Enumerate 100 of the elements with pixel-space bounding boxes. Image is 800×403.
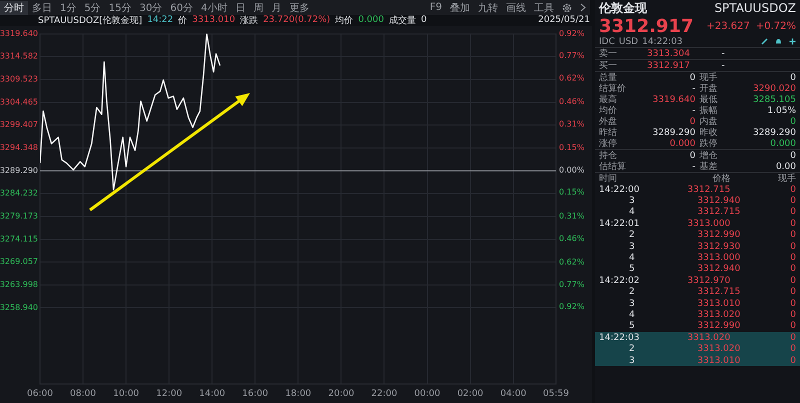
text: 3312.917 <box>599 16 695 36</box>
text: 买一 <box>599 60 617 72</box>
text: 0 <box>688 116 696 126</box>
y2-tick-label: 0.00% <box>559 165 585 174</box>
text: 0 <box>420 15 427 25</box>
text: 0 <box>789 196 796 206</box>
text: 3313.010 <box>696 298 740 309</box>
text: 3313.010 <box>696 356 740 366</box>
text: 0 <box>688 150 696 160</box>
text: 0 <box>789 230 796 240</box>
text: 3313.304 <box>646 48 691 58</box>
y2-tick-label: 0.15% <box>559 143 585 152</box>
text: 0 <box>789 310 796 320</box>
text: 3312.715 <box>686 184 730 195</box>
y-tick-label: 3263.998 <box>0 280 38 289</box>
text: 14:22:00 <box>599 184 640 195</box>
text: 0 <box>789 287 796 298</box>
text: 2025/05/21 <box>538 15 590 25</box>
text: 总量 <box>599 72 618 84</box>
text: 外盘 <box>599 116 618 128</box>
text: 3313.020 <box>696 310 740 320</box>
text: 0 <box>789 207 796 218</box>
y-tick-label: 3274.115 <box>0 234 38 244</box>
text: 3312.917 <box>646 60 691 70</box>
text: 5 <box>628 321 636 332</box>
text: 0 <box>789 116 796 126</box>
chart-title: SPTAUUSDOZ[伦敦金现] <box>38 14 142 26</box>
y-tick-label: 3304.465 <box>0 97 38 106</box>
y2-tick-label: 0.92% <box>559 28 585 38</box>
y2-tick-label: 0.92% <box>559 302 585 312</box>
text: 成交量 <box>388 14 416 26</box>
y-tick-label: 3284.232 <box>0 188 38 198</box>
text: 3 <box>628 356 636 366</box>
text: 0.00 <box>774 162 796 172</box>
text: 现手 <box>777 172 796 185</box>
text: 14:22:01 <box>599 218 640 229</box>
y2-tick-label: 0.77% <box>559 51 585 60</box>
text: - <box>722 48 726 58</box>
text: 叠加 <box>449 2 471 14</box>
text: 多日 <box>31 2 53 14</box>
text: 价 <box>178 14 188 26</box>
text: 2 <box>628 230 636 240</box>
x-tick-label: 20:00 <box>328 388 354 399</box>
text: 3313.000 <box>696 253 740 264</box>
text: F9 <box>428 2 443 13</box>
text: 开盘 <box>698 82 718 94</box>
text: 14:22:03 <box>599 332 640 343</box>
y-tick-label: 3319.640 <box>0 28 38 38</box>
text: 1分 <box>59 2 78 14</box>
text: 5分 <box>83 2 102 14</box>
text: +23.627 <box>706 20 750 32</box>
text: 30分 <box>138 2 164 14</box>
text: 0 <box>789 298 796 309</box>
text: 最高 <box>599 94 618 106</box>
x-tick-label: 04:00 <box>500 388 527 399</box>
text: 3313.010 <box>192 15 236 25</box>
text: 3312.940 <box>696 264 740 274</box>
text: - <box>691 106 696 116</box>
text: 卖一 <box>599 48 617 60</box>
text: 0 <box>789 321 796 332</box>
text: 2 <box>628 344 636 354</box>
text: 0 <box>789 242 796 252</box>
text: 估结算 <box>599 160 627 173</box>
text: - <box>691 84 696 94</box>
text: 3312.940 <box>696 196 740 206</box>
text: 持仓 <box>599 150 618 162</box>
y2-tick-label: 0.46% <box>559 97 585 106</box>
text: 内盘 <box>698 116 718 128</box>
text: 伦敦金现 <box>599 0 648 16</box>
text: 1.05% <box>766 106 796 116</box>
y-tick-label: 3294.348 <box>0 143 38 152</box>
y2-tick-label: 0.15% <box>559 188 585 197</box>
text: 0.000 <box>769 138 796 148</box>
text: 更多 <box>288 2 310 14</box>
text: 0 <box>789 150 796 160</box>
text: 最低 <box>698 94 718 106</box>
y-tick-label: 3314.582 <box>0 52 38 61</box>
y2-tick-label: 0.62% <box>559 258 585 267</box>
text: 5 <box>628 264 636 274</box>
y2-tick-label: 0.46% <box>559 234 585 243</box>
text: 昨结 <box>599 126 618 138</box>
text: 九转 <box>477 2 499 14</box>
text: 3312.715 <box>696 287 740 298</box>
x-tick-label: 14:00 <box>199 388 226 399</box>
text: 3 <box>628 196 636 206</box>
text: 0 <box>688 72 696 82</box>
y2-tick-label: 0.31% <box>559 212 585 220</box>
text: 时间 <box>599 172 618 185</box>
text: 结算价 <box>599 82 627 94</box>
text: 0 <box>789 72 796 82</box>
text: 0 <box>789 253 796 264</box>
text: SPTAUUSDOZ <box>714 1 796 15</box>
y-tick-label: 3258.940 <box>0 302 38 312</box>
text: 日 <box>234 2 246 14</box>
text: 0 <box>789 344 796 354</box>
y-tick-label: 3269.057 <box>0 257 38 266</box>
text: 0.000 <box>668 138 696 148</box>
y2-tick-label: 0.31% <box>559 119 585 128</box>
text: 跌停 <box>698 138 718 150</box>
y-tick-label: 3309.523 <box>0 74 38 84</box>
